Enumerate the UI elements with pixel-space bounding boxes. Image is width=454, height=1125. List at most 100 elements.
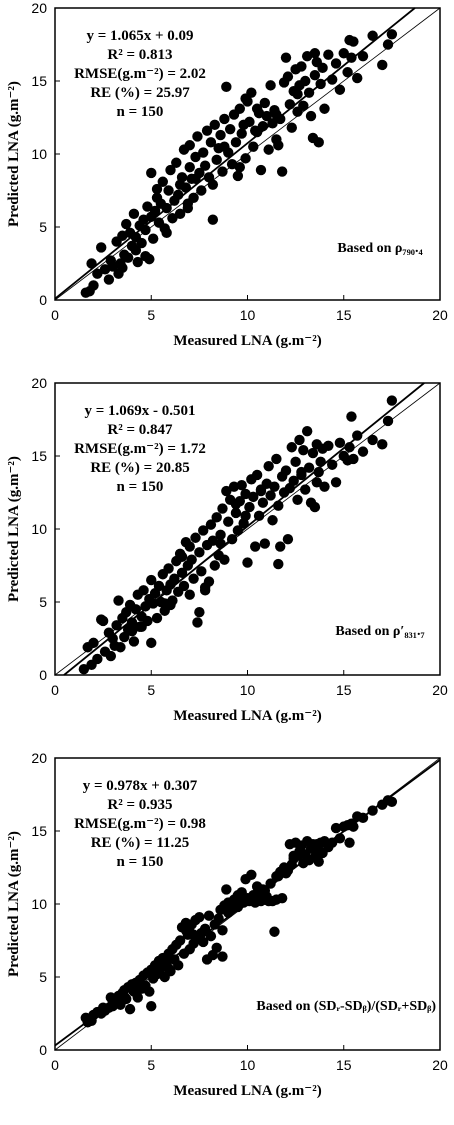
x-tick-label: 5 — [147, 1057, 155, 1073]
data-point — [211, 154, 222, 166]
data-point — [352, 72, 363, 84]
data-point — [323, 49, 334, 60]
x-tick-label: 10 — [240, 1057, 256, 1073]
data-point — [367, 434, 378, 446]
data-point — [313, 137, 324, 148]
data-point — [215, 529, 226, 541]
x-tick-label: 10 — [240, 307, 256, 323]
data-point — [244, 116, 255, 128]
data-point — [147, 598, 159, 609]
data-point — [377, 439, 388, 450]
scatter-chart-2: 0 5 10 15 20 0 5 10 15 20 Measured LNA (g.m⁻²) Pred… — [6, 375, 448, 724]
data-point — [288, 850, 299, 862]
data-point — [263, 144, 274, 155]
y-tick-label: 0 — [39, 292, 47, 308]
data-point — [226, 534, 238, 545]
data-point — [126, 626, 138, 637]
data-point — [330, 477, 342, 488]
data-point — [382, 415, 394, 427]
data-point — [217, 951, 228, 962]
data-point — [282, 534, 294, 545]
stat-line: n = 150 — [117, 479, 164, 495]
data-point — [121, 993, 132, 1005]
stat-line: RMSE(g.m⁻²) = 2.02 — [74, 66, 206, 82]
data-point — [255, 485, 267, 497]
data-point — [205, 930, 217, 942]
data-points — [80, 795, 398, 1028]
data-point — [271, 109, 282, 120]
x-axis-label: Measured LNA (g.m⁻²) — [173, 333, 321, 349]
data-point — [352, 430, 363, 441]
data-point — [88, 280, 99, 291]
data-point — [284, 99, 296, 110]
data-point — [147, 233, 159, 244]
data-point — [217, 166, 228, 177]
stat-line: y = 0.978x + 0.307 — [83, 778, 198, 794]
data-point — [151, 960, 163, 971]
data-point — [184, 541, 195, 552]
data-point — [132, 256, 143, 268]
data-point — [78, 663, 90, 675]
x-tick-label: 15 — [336, 1057, 352, 1073]
data-point — [334, 437, 346, 449]
data-point — [263, 461, 274, 472]
data-point — [130, 245, 142, 256]
data-point — [294, 434, 305, 446]
y-tick-label: 5 — [39, 219, 47, 235]
data-point — [230, 137, 242, 148]
scatter-panel-2: 0 5 10 15 20 0 5 10 15 20 Measured LNA (g.m⁻²) Pred… — [0, 375, 454, 750]
x-tick-label: 20 — [432, 307, 448, 323]
data-point — [307, 447, 319, 459]
data-point — [248, 141, 259, 152]
data-point — [128, 208, 140, 220]
data-point — [165, 599, 176, 611]
data-point — [357, 50, 369, 62]
y-axis-label: Predicted LNA (g.m⁻²) — [6, 831, 22, 977]
data-point — [198, 147, 209, 158]
data-point — [273, 558, 284, 570]
data-point — [161, 227, 172, 239]
data-point — [196, 928, 207, 939]
x-tick-label: 0 — [51, 1057, 59, 1073]
data-point — [346, 411, 357, 422]
data-point — [205, 519, 217, 530]
stat-line: y = 1.069x - 0.501 — [84, 403, 195, 419]
data-point — [327, 74, 338, 85]
data-point — [107, 996, 118, 1008]
data-point — [251, 126, 263, 138]
data-point — [296, 469, 307, 481]
data-point — [190, 151, 201, 163]
data-point — [269, 481, 280, 492]
data-point — [146, 574, 157, 586]
y-tick-label: 0 — [39, 667, 47, 683]
y-axis-label: Predicted LNA (g.m⁻²) — [6, 456, 22, 602]
index-note: Based on ρ′₈₃₁.₇ — [335, 624, 424, 639]
data-point — [334, 833, 346, 844]
data-point — [215, 129, 226, 141]
data-point — [330, 58, 342, 69]
data-point — [178, 580, 190, 592]
data-point — [246, 869, 257, 880]
data-point — [217, 503, 228, 514]
data-point — [113, 595, 124, 606]
stat-line: RMSE(g.m⁻²) = 0.98 — [74, 816, 206, 832]
data-point — [300, 75, 311, 87]
data-point — [201, 125, 213, 136]
data-point — [184, 589, 195, 600]
data-point — [153, 580, 165, 592]
data-point — [190, 173, 201, 185]
y-tick-label: 20 — [31, 0, 47, 16]
data-point — [338, 48, 349, 59]
x-axis-label: Measured LNA (g.m⁻²) — [173, 708, 321, 724]
data-point — [309, 48, 321, 59]
data-points — [80, 29, 398, 298]
data-point — [169, 573, 180, 584]
fit-line — [63, 382, 425, 676]
data-point — [286, 442, 297, 453]
data-point — [265, 490, 276, 501]
data-point — [309, 69, 321, 81]
data-point — [230, 498, 242, 510]
data-point — [188, 573, 199, 584]
data-point — [194, 607, 205, 618]
data-point — [327, 459, 338, 470]
